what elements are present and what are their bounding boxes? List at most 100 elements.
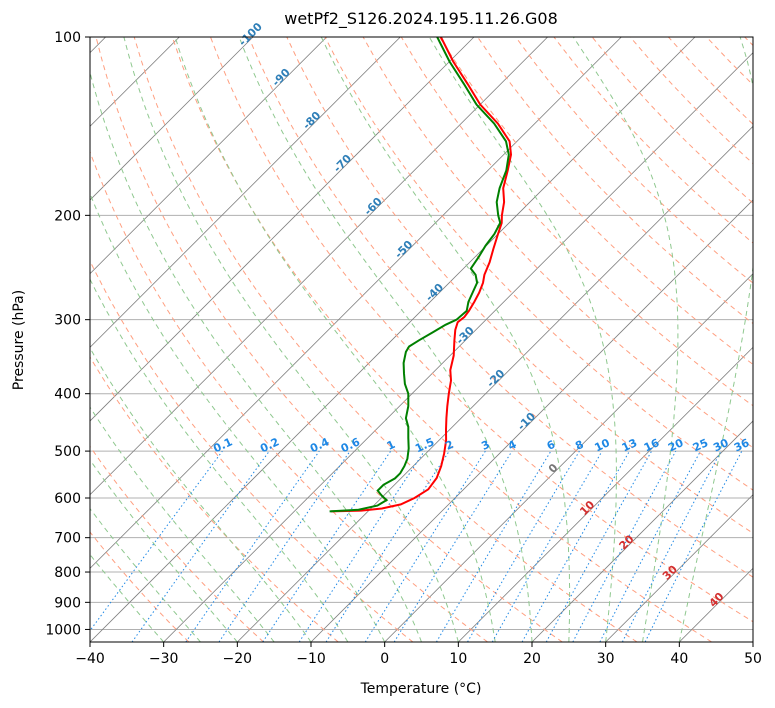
moist-adiabat-line [238, 37, 533, 642]
dry-adiabat-line [171, 37, 712, 642]
mixing-ratio-line [521, 450, 630, 642]
dry-adiabat-label: 10 [577, 498, 597, 518]
x-tick-label: −30 [149, 651, 179, 667]
mixing-ratio-label: 20 [666, 436, 686, 454]
moist-adiabat-line [90, 70, 422, 642]
mixing-ratio-label: 13 [620, 436, 639, 454]
isotherm-line [679, 567, 753, 642]
isotherm-label: -90 [270, 66, 293, 89]
isotherm-line [90, 37, 327, 275]
mixing-ratio-label: 0.2 [258, 435, 281, 455]
isotherm-label: -60 [362, 195, 385, 218]
dry-adiabat-label: 40 [707, 590, 727, 610]
mixing-ratio-line [131, 450, 270, 642]
y-tick-label: 800 [54, 565, 81, 581]
dry-adiabat-line [95, 37, 563, 642]
isotherm-line [605, 494, 753, 642]
isotherm-line [310, 199, 753, 642]
isotherm-line [237, 125, 753, 642]
mixing-ratio-line [325, 450, 450, 642]
x-tick-label: 10 [449, 651, 467, 667]
y-tick-label: 200 [54, 208, 81, 224]
dry-adiabat-line [133, 37, 638, 642]
dry-adiabat-line [515, 37, 753, 284]
moist-adiabat-line [90, 459, 238, 642]
moist-adiabat-line [90, 507, 201, 642]
isotherm-line [531, 420, 753, 642]
mixing-ratio-label: 8 [573, 438, 585, 453]
isotherm-line [458, 346, 753, 642]
dry-adiabat-line [210, 37, 753, 623]
x-tick-label: 20 [523, 651, 541, 667]
isotherm-label: -100 [236, 20, 265, 49]
mixing-ratio-line [218, 450, 351, 642]
y-tick-label: 100 [54, 30, 81, 46]
x-tick-label: −10 [296, 651, 326, 667]
dry-adiabat-line [591, 37, 753, 204]
x-axis-label: Temperature (°C) [360, 681, 482, 697]
moist-adiabat-line [123, 37, 459, 642]
mixing-ratio-line [90, 450, 223, 632]
isotherm-label: -40 [423, 281, 446, 304]
y-tick-label: 1000 [45, 622, 81, 638]
mixing-ratio-label: 0.4 [308, 435, 331, 455]
isotherm-label: -10 [515, 410, 538, 433]
mixing-ratio-line [393, 450, 513, 642]
mixing-ratio-line [545, 450, 653, 642]
y-tick-label: 400 [54, 387, 81, 403]
dewpoint-profile [329, 37, 510, 513]
moist-adiabat-line [428, 37, 617, 642]
isotherm-line [163, 52, 753, 642]
mixing-ratio-label: 0.1 [211, 435, 234, 455]
mixing-ratio-line [644, 450, 743, 642]
dry-adiabat-label: 30 [660, 562, 680, 582]
y-tick-label: 300 [54, 313, 81, 329]
moist-adiabat-line [572, 37, 679, 642]
dry-adiabat-line [286, 37, 753, 534]
chart-title: wetPf2_S126.2024.195.11.26.G08 [284, 9, 558, 29]
x-tick-label: 0 [380, 651, 389, 667]
y-tick-label: 700 [54, 531, 81, 547]
isotherm-label: -50 [392, 238, 415, 261]
mixing-ratio-line [262, 450, 392, 642]
mixing-ratio-label: 10 [593, 436, 613, 454]
mixing-ratio-line [435, 450, 552, 642]
dry-adiabat-label: 20 [617, 532, 637, 552]
isotherm-line [90, 37, 696, 642]
moist-adiabat-line [90, 347, 312, 642]
mixing-ratio-label: 16 [642, 436, 662, 454]
mixing-ratio-label: 25 [691, 436, 710, 454]
mixing-ratio-line [364, 450, 486, 642]
isotherm-label: -70 [331, 152, 354, 175]
dry-adiabat-line [90, 259, 414, 642]
mixing-ratio-label: 36 [732, 436, 752, 454]
x-tick-label: −40 [75, 651, 105, 667]
x-tick-label: −20 [223, 651, 253, 667]
moist-adiabat-line [90, 553, 165, 642]
y-tick-label: 500 [54, 444, 81, 460]
mixing-ratio-line [467, 450, 580, 642]
moist-adiabat-line [90, 406, 275, 642]
dry-adiabat-line [706, 37, 753, 86]
x-tick-label: 50 [744, 651, 762, 667]
mixing-ratio-label: 3 [479, 438, 491, 453]
axes: −40 −30 −20 −10 0 10 20 30 40 50 100 200 300 400 500 60… [45, 30, 762, 667]
isotherm-line [384, 273, 753, 642]
moist-adiabat-line [678, 37, 753, 642]
mixing-ratio-line [572, 450, 677, 642]
dry-adiabat-line [248, 37, 753, 578]
isotherm-line [90, 37, 254, 201]
moist-adiabat-line [90, 192, 386, 642]
dry-adiabat-line [90, 531, 190, 642]
isotherm-label: -20 [484, 367, 507, 390]
isotherm-label: -80 [300, 109, 323, 132]
moist-adiabat-line [174, 37, 496, 642]
dry-adiabat-line [744, 37, 753, 47]
y-tick-label: 900 [54, 595, 81, 611]
y-tick-label: 600 [54, 491, 81, 507]
mixing-ratio-label: 0.6 [339, 435, 362, 455]
isotherm-line [90, 37, 401, 348]
isotherm-line [90, 37, 622, 569]
